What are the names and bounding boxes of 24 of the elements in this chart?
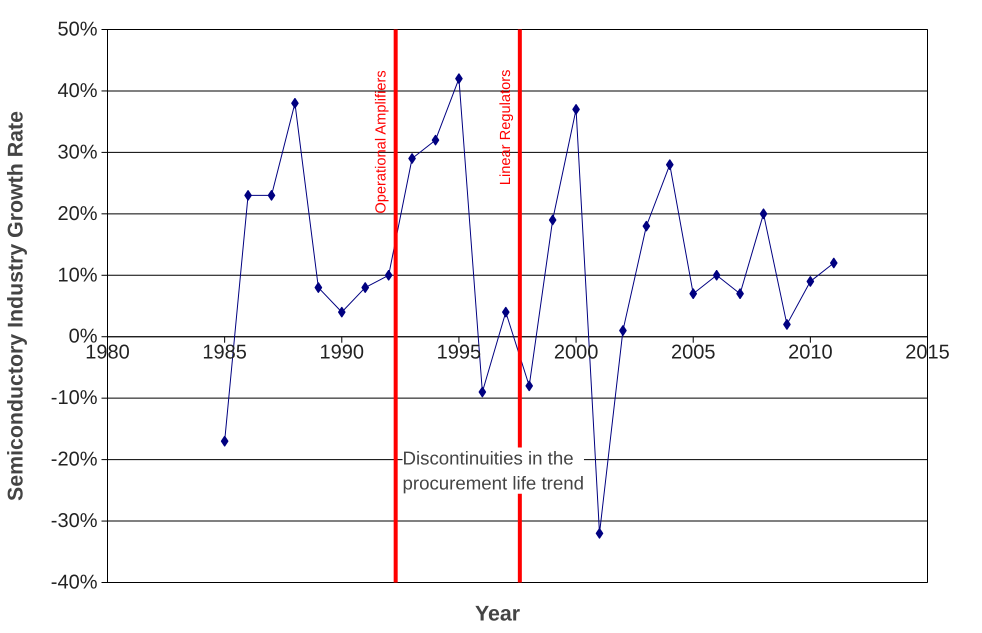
x-tick-label: 2005	[670, 342, 716, 364]
point	[830, 257, 838, 268]
ref-line-label: Operational Amplifiers	[374, 70, 390, 214]
point	[361, 282, 370, 294]
annotation: Discontinuities in the procurement life trend	[402, 448, 584, 494]
y-tick-label: -40%	[50, 572, 98, 594]
point	[502, 306, 510, 318]
y-tick-label: 10%	[57, 264, 98, 286]
y-tick-label: 50%	[57, 18, 98, 40]
y-axis-title: Semiconductory Industry Growth Rate	[4, 110, 28, 501]
point	[525, 380, 534, 392]
point	[338, 306, 346, 318]
point	[689, 288, 698, 300]
y-tick-label: 20%	[57, 202, 98, 225]
ref-line-label: Linear Regulators	[498, 69, 514, 186]
y-tick-label: 30%	[57, 141, 98, 164]
x-tick-label: 2010	[788, 342, 833, 364]
y-tick-label: -20%	[50, 448, 98, 471]
y-tick-label: -30%	[50, 510, 98, 532]
point	[666, 159, 674, 170]
x-axis-title: Year	[474, 602, 520, 626]
y-tick-label: 40%	[57, 80, 98, 102]
y-tick-label: -10%	[50, 387, 98, 410]
x-tick-label: 1990	[320, 342, 364, 364]
